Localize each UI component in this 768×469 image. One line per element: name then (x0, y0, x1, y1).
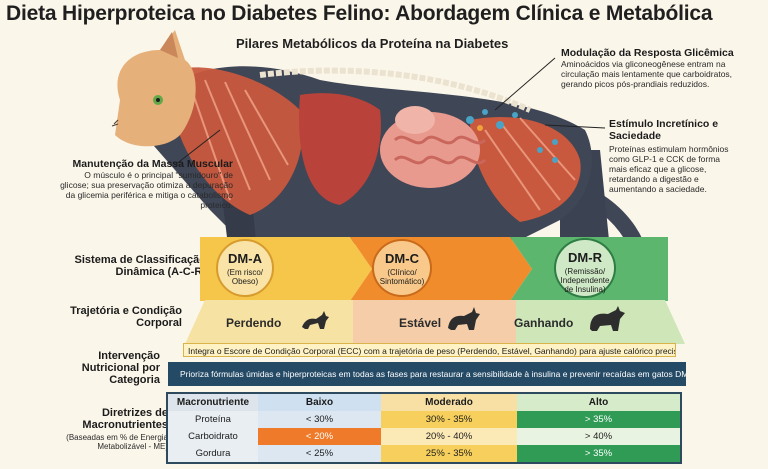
cat-thin-icon (302, 311, 329, 329)
trajectory-state-gaining: Ganhando (514, 316, 574, 330)
macros-table: Macronutriente Baixo Moderado Alto Prote… (166, 392, 682, 464)
organ-liver (299, 93, 381, 205)
classification-label: Sistema de Classificação Dinâmica (A-C-R… (74, 254, 206, 278)
stage-dm-r-desc: (Remissão/ Independente de Insulina) (560, 267, 610, 294)
leader-glycemic (494, 57, 556, 111)
trajectory-label: Trajetória e Condição Corporal (70, 305, 182, 329)
organ-stomach (395, 106, 435, 134)
callout-glycemic: Modulação da Resposta Glicêmica Aminoáci… (561, 47, 761, 89)
macros-label: Diretrizes de Macronutrientes (82, 407, 168, 431)
cat-heavy-icon (590, 306, 625, 331)
callout-incretin-title: Estímulo Incretínico e Saciedade (609, 118, 719, 142)
callout-muscle: Manutenção da Massa Muscular O músculo é… (58, 158, 233, 210)
leader-incretin (544, 124, 606, 129)
stage-dm-c-name: DM-C (385, 251, 419, 266)
subtitle: Pilares Metabólicos da Proteína na Diabe… (236, 36, 509, 51)
row-carb-name: Carboidrato (168, 428, 258, 445)
intervention-label: Intervenção Nutricional por Categoria (81, 350, 160, 386)
trajectory-state-losing: Perdendo (226, 316, 282, 330)
table-row: Gordura < 25% 25% - 35% > 35% (168, 445, 680, 462)
protein-moderate: 30% - 35% (381, 411, 517, 428)
trajectory-banner: Integra o Escore de Condição Corporal (E… (183, 343, 676, 357)
callout-muscle-title: Manutenção da Massa Muscular (72, 158, 233, 170)
muscle-shoulder (175, 67, 303, 215)
fat-moderate: 25% - 35% (381, 445, 517, 462)
cat-spine (259, 67, 532, 113)
stage-dm-a: DM-A (Em risco/ Obeso) (216, 239, 274, 297)
page-title: Dieta Hiperproteica no Diabetes Felino: … (6, 2, 713, 25)
stage-dm-c-desc: (Clínico/ Sintomático) (379, 268, 425, 286)
callout-incretin: Estímulo Incretínico e Saciedade Proteín… (609, 118, 764, 194)
callout-muscle-text: O músculo é o principal "sumidouro" de g… (60, 170, 233, 210)
stage-dm-a-desc: (Em risco/ Obeso) (227, 268, 263, 286)
leader-muscle (174, 129, 221, 166)
stage-dm-r: DM-R (Remissão/ Independente de Insulina… (554, 238, 616, 298)
macros-header-row: Macronutriente Baixo Moderado Alto (168, 394, 680, 411)
table-row: Proteína < 30% 30% - 35% > 35% (168, 411, 680, 428)
macros-sublabel: (Baseadas em % de Energia Metabolizável … (66, 433, 168, 451)
cat-head (115, 30, 196, 147)
callout-glycemic-text: Aminoácidos via gliconeogênese entram na… (561, 59, 733, 89)
row-protein-name: Proteína (168, 411, 258, 428)
fat-low: < 25% (258, 445, 381, 462)
header-macronutrient: Macronutriente (168, 394, 258, 411)
trajectory-state-stable: Estável (399, 316, 442, 330)
stage-dm-a-name: DM-A (228, 251, 262, 266)
stage-dm-r-name: DM-R (568, 250, 602, 265)
cat-normal-icon (448, 307, 480, 330)
carb-moderate: 20% - 40% (381, 428, 517, 445)
protein-high: > 35% (517, 411, 680, 428)
intervention-banner: Prioriza fórmulas úmidas e hiperproteica… (168, 362, 686, 386)
callout-incretin-text: Proteínas estimulam hormônios como GLP-1… (609, 144, 729, 194)
fat-high: > 35% (517, 445, 680, 462)
protein-low: < 30% (258, 411, 381, 428)
stage-dm-c: DM-C (Clínico/ Sintomático) (372, 239, 432, 297)
table-row: Carboidrato < 20% 20% - 40% > 40% (168, 428, 680, 445)
row-fat-name: Gordura (168, 445, 258, 462)
carb-high: > 40% (517, 428, 680, 445)
header-moderate: Moderado (381, 394, 517, 411)
carb-low: < 20% (258, 428, 381, 445)
header-low: Baixo (258, 394, 381, 411)
callout-glycemic-title: Modulação da Resposta Glicêmica (561, 47, 734, 59)
header-high: Alto (517, 394, 680, 411)
